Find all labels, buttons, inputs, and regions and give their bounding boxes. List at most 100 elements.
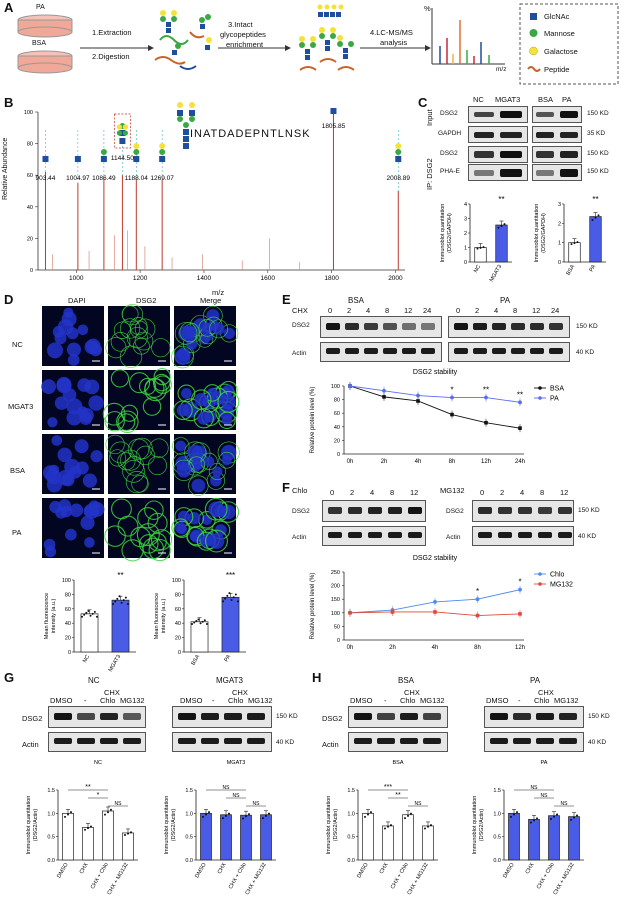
workflow-graphics	[17, 3, 619, 85]
bar	[240, 814, 252, 861]
line-ytick-label: 20	[334, 438, 340, 444]
data-point	[201, 620, 204, 623]
nucleus	[174, 349, 191, 365]
legend-galactose: Galactose	[544, 47, 578, 56]
data-point	[124, 596, 127, 599]
series-point	[518, 400, 522, 405]
nucleus	[220, 394, 236, 410]
blot-c-gapdh-left	[468, 126, 528, 143]
bar-ytick-label: 0.5	[347, 835, 355, 841]
nucleus	[191, 459, 202, 470]
series-line	[349, 385, 521, 429]
line-xtick-label: 8h	[474, 645, 481, 651]
nucleus	[69, 503, 84, 518]
data-point	[127, 832, 129, 835]
line-xtick-label: 2h	[381, 459, 388, 465]
spectrum-ytick-label: 20	[27, 236, 33, 242]
line-xtick-label: 4h	[415, 459, 422, 465]
e-time-label: 12	[404, 306, 413, 315]
bar	[220, 814, 232, 861]
glycan-mannose-icon	[189, 116, 195, 122]
blot-band	[201, 738, 219, 744]
blot-band	[518, 532, 532, 538]
spectrum-xtick-label: 1400	[197, 275, 212, 282]
lane-bsa: BSA	[538, 95, 554, 104]
f-time-label: 2	[350, 488, 355, 497]
bar	[80, 613, 99, 653]
bar-ytick-label: 4	[464, 202, 467, 208]
f-time-label: 0	[480, 488, 485, 497]
bar-ytick-label: 60	[65, 607, 71, 613]
membrane-signal	[173, 459, 195, 481]
e-group-pa: PA	[500, 296, 511, 305]
bar-chart-title: MGAT3	[227, 760, 246, 766]
panel-label-f: F	[282, 480, 290, 495]
series-line	[349, 385, 521, 403]
peak-mz-label: 1086.49	[92, 175, 116, 182]
g-lane-mg132-l: MG132	[120, 696, 145, 705]
membrane-signal	[124, 455, 145, 476]
spectrum-xtick-label: 1200	[133, 275, 148, 282]
nucleus	[79, 407, 94, 423]
glycan-glcnac-icon	[189, 110, 195, 116]
glycan-glcnac-icon	[133, 156, 140, 162]
bar-ylabel-2: intensity (a.u.)	[51, 599, 57, 634]
e-chx-label: CHX	[292, 306, 308, 315]
lane-pa: PA	[562, 95, 572, 104]
bar	[382, 825, 394, 861]
bar-ytick-label: 1.5	[493, 788, 501, 794]
membrane-signal	[149, 438, 169, 458]
membrane-signal	[203, 384, 222, 402]
data-point	[95, 615, 98, 618]
data-point	[245, 815, 247, 818]
series-point	[475, 613, 480, 618]
nucleus	[206, 309, 220, 323]
membrane-signal	[119, 449, 141, 471]
bar-chart-title: PA	[541, 760, 548, 766]
blot-band	[368, 507, 382, 514]
bar	[200, 812, 212, 861]
g-chx-r: CHX	[232, 688, 248, 697]
nucleus	[182, 325, 197, 339]
glycan-galactose-icon	[133, 143, 140, 149]
data-point	[482, 246, 485, 249]
peptide-sequence: INATDADEPNTLNSK	[190, 128, 311, 140]
series-point	[382, 395, 386, 399]
glycan-glcnac-icon	[330, 108, 337, 114]
data-point	[553, 815, 555, 818]
g-group-mgat3: MGAT3	[216, 676, 243, 685]
blot-band	[423, 738, 441, 744]
bar-ylabel-2: (DSG2/Actin)	[333, 809, 339, 842]
f-time-label: 8	[390, 488, 395, 497]
blot-band	[377, 738, 395, 744]
data-point	[387, 825, 389, 828]
panel-label-e: E	[282, 292, 291, 307]
peak-mz-label: 1188.04	[125, 175, 148, 182]
nucleus	[191, 478, 206, 493]
data-point	[120, 601, 123, 604]
line-ytick-label: 60	[334, 411, 340, 417]
blot-band	[224, 738, 242, 744]
h-kd-150: 150 KD	[588, 713, 610, 720]
bar-ylabel-1: Immunoblot quantitation	[534, 204, 540, 263]
spectrum-ytick-label: 80	[27, 142, 33, 148]
bar	[260, 814, 272, 861]
data-point	[479, 246, 482, 249]
data-point	[404, 817, 406, 820]
bar-ytick-label: 0	[464, 260, 467, 266]
f-time-label: 4	[370, 488, 375, 497]
blot-band	[473, 323, 487, 330]
membrane-signal	[148, 538, 171, 562]
data-point	[570, 818, 572, 821]
membrane-signal	[135, 445, 155, 466]
blot-band	[421, 323, 435, 330]
line-ytick-label: 0	[337, 452, 340, 458]
data-point	[208, 811, 210, 814]
step-lcms-2: analysis	[380, 38, 408, 47]
blot-band	[354, 713, 372, 720]
bar-category-label: DMSO	[56, 861, 70, 879]
nucleus	[51, 435, 63, 446]
bar-ylabel-1: Immunoblot quantitation	[326, 796, 332, 855]
data-point	[230, 599, 233, 602]
bar-ytick-label: 0.0	[185, 858, 193, 864]
